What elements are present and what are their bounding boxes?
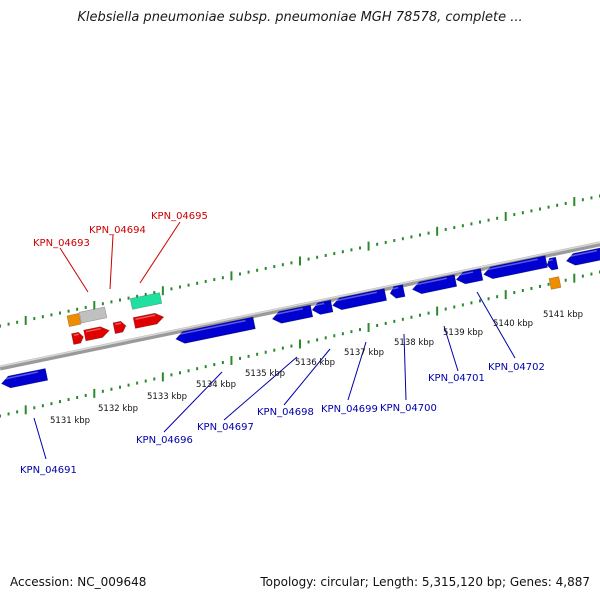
forward-orange-feature [66,313,82,327]
forward-mint-feature [129,292,163,310]
reverse-connector [476,291,516,359]
genome-backbone [0,241,600,371]
reverse-connector [347,341,367,401]
topology-text: Topology: circular; Length: 5,315,120 bp… [260,575,590,589]
gene-label-reverse: KPN_04691 [20,465,77,476]
gene-kpn-04693-shape [71,331,84,345]
gene-kpn-04693 [71,331,84,345]
map-title: Klebsiella pneumoniae subsp. pneumoniae … [77,10,523,25]
reverse-connector [403,333,407,401]
gene-kpn-04697-shape [271,304,314,324]
gene-label-reverse: KPN_04702 [488,362,545,373]
scale-label: 5137 kbp [344,348,384,358]
gene-kpn-04697 [271,304,314,324]
reverse-connector [443,325,459,372]
gene-kpn-04700a [389,284,406,299]
gene-kpn-04696-shine [176,319,246,336]
scale-label: 5141 kbp [543,310,583,320]
gene-label-reverse: KPN_04699 [321,404,378,415]
scale-label: 5134 kbp [196,380,236,390]
gene-kpn-04704 [565,246,600,266]
forward-connector [59,247,89,293]
gene-kpn-04698-shape [311,299,334,315]
gene-kpn-04699 [332,288,388,311]
gene-kpn-04703-shine [548,259,553,262]
gene-kpn-04700 [411,274,458,295]
forward-connector [139,221,181,284]
gene-kpn-04700-shine [413,277,448,286]
gene-kpn-04695-shape [132,312,165,329]
gene-kpn-04699-shape [332,288,388,311]
gene-label-forward: KPN_04693 [33,238,90,249]
gene-kpn-04704-shine [567,249,598,258]
forward-orange-feature-shape [66,313,82,327]
forward-gray-feature-shape [78,306,108,324]
gene-kpn-04700-shape [411,274,458,295]
gene-kpn-04698 [311,299,334,315]
gene-kpn-04693-shine [73,333,80,337]
gene-kpn-04695-shine [135,314,156,320]
scale-label: 5140 kbp [493,319,533,329]
gene-kpn-04702 [483,255,548,280]
gene-kpn-04702-shine [484,258,538,271]
gene-kpn-04701-shape [455,268,484,285]
gene-kpn-04695 [132,312,165,329]
gene-kpn-04694b [112,320,127,334]
scale-label: 5133 kbp [147,392,187,402]
gene-label-reverse: KPN_04696 [136,435,193,446]
gene-kpn-04691 [0,368,49,389]
gene-kpn-04699-shine [333,291,377,302]
scale-label: 5136 kbp [295,358,335,368]
reverse-connector [223,356,298,421]
scale-label: 5138 kbp [394,338,434,348]
accession-text: Accession: NC_009648 [10,575,147,589]
upper-tick-track [0,194,600,328]
genome-backbone-highlight [0,241,600,368]
gene-label-reverse: KPN_04698 [257,407,314,418]
forward-connector [109,234,114,290]
gene-kpn-04691-shine [2,371,39,381]
gene-kpn-04696 [175,316,256,344]
gene-kpn-04702-shape [483,255,548,280]
gene-kpn-04700a-shape [389,284,406,299]
scale-label: 5139 kbp [443,328,483,338]
gene-label-reverse: KPN_04700 [380,403,437,414]
gene-label-forward: KPN_04694 [89,225,146,236]
gene-kpn-04696-shape [175,316,256,344]
gene-kpn-04698-shine [313,302,325,307]
gene-kpn-04700a-shine [391,286,399,290]
gene-kpn-04694-shine [85,327,101,333]
scale-label: 5131 kbp [50,416,90,426]
gene-kpn-04701-shine [457,271,474,277]
gene-kpn-04694b-shape [112,320,127,334]
reverse-connector [163,371,223,433]
gene-kpn-04703 [546,256,559,271]
gene-kpn-04694 [83,326,110,342]
lower-tick-track [0,270,600,418]
gene-label-reverse: KPN_04701 [428,373,485,384]
forward-mint-feature-shape [129,292,163,310]
forward-gray-feature [78,306,108,324]
reverse-orange-feature-shape [548,276,562,290]
reverse-connector [33,417,47,460]
gene-kpn-04694-shape [83,326,110,342]
gene-kpn-04697-shine [273,307,304,316]
gene-kpn-04691-shape [0,368,49,389]
scale-label: 5135 kbp [245,369,285,379]
reverse-connector [283,348,331,406]
gene-label-reverse: KPN_04697 [197,422,254,433]
reverse-orange-feature [548,276,562,290]
gene-label-forward: KPN_04695 [151,211,208,222]
gene-kpn-04701 [455,268,484,285]
gene-kpn-04694b-shine [115,322,122,326]
gene-kpn-04704-shape [565,246,600,266]
scale-label: 5132 kbp [98,404,138,414]
gene-kpn-04703-shape [546,256,559,271]
